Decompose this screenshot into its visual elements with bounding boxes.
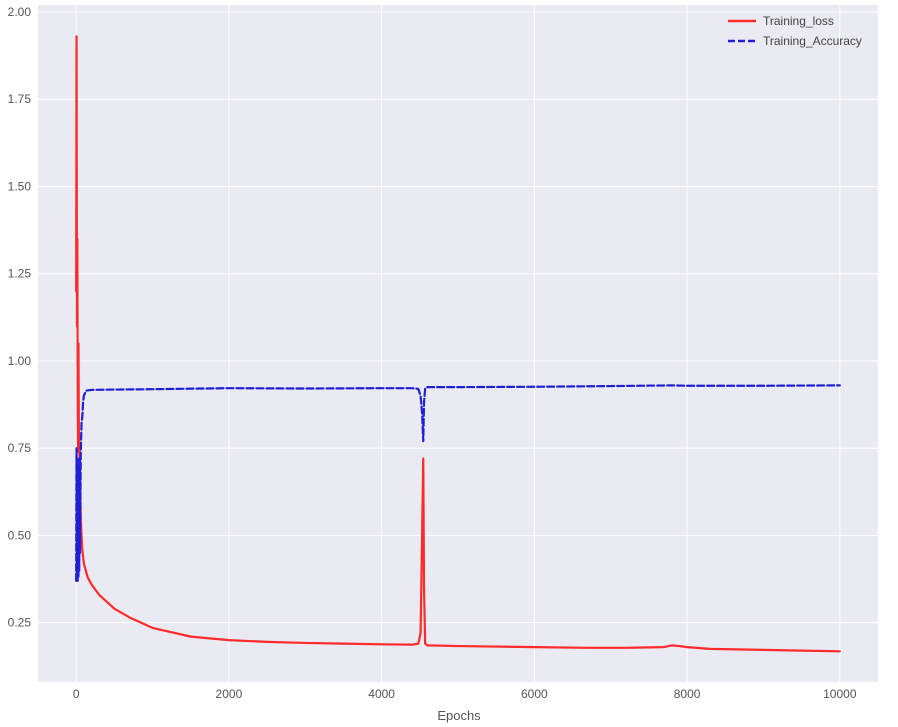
y-tick-label: 1.25 <box>8 267 32 281</box>
series-group <box>75 35 841 653</box>
legend-label-training-loss: Training_loss <box>763 14 834 28</box>
x-tick-label: 2000 <box>216 687 243 701</box>
y-tick-label: 2.00 <box>8 5 32 19</box>
plot-area-background <box>38 5 878 682</box>
series-line-training-loss <box>75 35 841 653</box>
x-tick-labels: 0 2000 4000 6000 8000 10000 <box>73 687 857 701</box>
x-tick-label: 10000 <box>823 687 857 701</box>
x-tick-label: 6000 <box>521 687 548 701</box>
x-tick-label: 8000 <box>674 687 701 701</box>
legend-label-training-accuracy: Training_Accuracy <box>763 34 862 48</box>
x-axis-label: Epochs <box>437 708 481 723</box>
y-gridlines <box>38 11 878 624</box>
y-tick-label: 0.25 <box>8 616 32 630</box>
series-line-training-accuracy <box>75 384 841 582</box>
y-tick-label: 0.50 <box>8 528 32 542</box>
y-tick-label: 1.75 <box>8 92 32 106</box>
x-tick-label: 4000 <box>368 687 395 701</box>
x-tick-label: 0 <box>73 687 80 701</box>
y-tick-label: 0.75 <box>8 441 32 455</box>
y-tick-labels: 0.25 0.50 0.75 1.00 1.25 1.50 1.75 2.00 <box>8 5 32 630</box>
legend: Training_loss Training_Accuracy <box>728 14 862 48</box>
y-tick-label: 1.50 <box>8 179 32 193</box>
y-tick-label: 1.00 <box>8 354 32 368</box>
